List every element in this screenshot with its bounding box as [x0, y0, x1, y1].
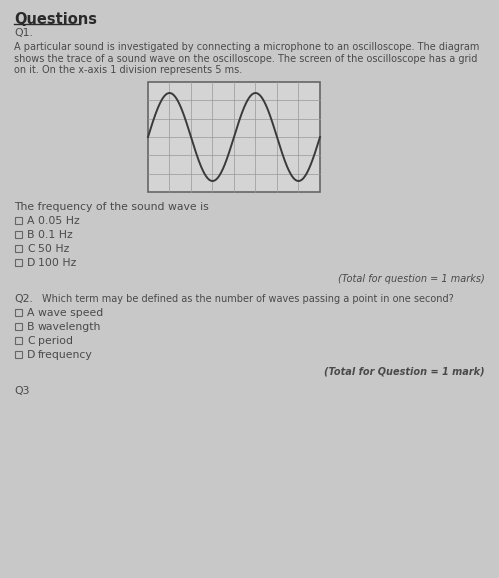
- Text: wave speed: wave speed: [38, 308, 103, 318]
- Text: Which term may be defined as the number of waves passing a point in one second?: Which term may be defined as the number …: [42, 294, 454, 304]
- Text: Questions: Questions: [14, 12, 97, 27]
- Bar: [15, 309, 22, 316]
- Text: 100 Hz: 100 Hz: [38, 258, 76, 268]
- Bar: [15, 336, 22, 344]
- Text: D: D: [27, 350, 35, 360]
- Bar: [15, 217, 22, 224]
- Text: Q1.: Q1.: [14, 28, 33, 38]
- Bar: [15, 231, 22, 238]
- Text: C: C: [27, 244, 34, 254]
- Text: C: C: [27, 336, 34, 346]
- Text: 0.1 Hz: 0.1 Hz: [38, 230, 73, 240]
- Bar: [15, 244, 22, 252]
- Bar: [15, 258, 22, 266]
- Text: 50 Hz: 50 Hz: [38, 244, 69, 254]
- Text: B: B: [27, 322, 34, 332]
- Text: A: A: [27, 216, 34, 226]
- Text: frequency: frequency: [38, 350, 93, 360]
- Bar: [15, 323, 22, 330]
- Text: Q3: Q3: [14, 386, 29, 396]
- Text: (Total for question = 1 marks): (Total for question = 1 marks): [338, 274, 485, 284]
- Text: Q2.: Q2.: [14, 294, 33, 304]
- Text: shows the trace of a sound wave on the oscilloscope. The screen of the oscillosc: shows the trace of a sound wave on the o…: [14, 54, 478, 64]
- Bar: [148, 82, 320, 192]
- Text: The frequency of the sound wave is: The frequency of the sound wave is: [14, 202, 209, 212]
- Text: wavelength: wavelength: [38, 322, 101, 332]
- Text: D: D: [27, 258, 35, 268]
- Text: B: B: [27, 230, 34, 240]
- Text: A: A: [27, 308, 34, 318]
- Text: (Total for Question = 1 mark): (Total for Question = 1 mark): [324, 366, 485, 376]
- Bar: [15, 350, 22, 358]
- Text: period: period: [38, 336, 73, 346]
- Text: 0.05 Hz: 0.05 Hz: [38, 216, 80, 226]
- Text: A particular sound is investigated by connecting a microphone to an oscilloscope: A particular sound is investigated by co…: [14, 42, 480, 52]
- Text: on it. On the x-axis 1 division represents 5 ms.: on it. On the x-axis 1 division represen…: [14, 65, 242, 75]
